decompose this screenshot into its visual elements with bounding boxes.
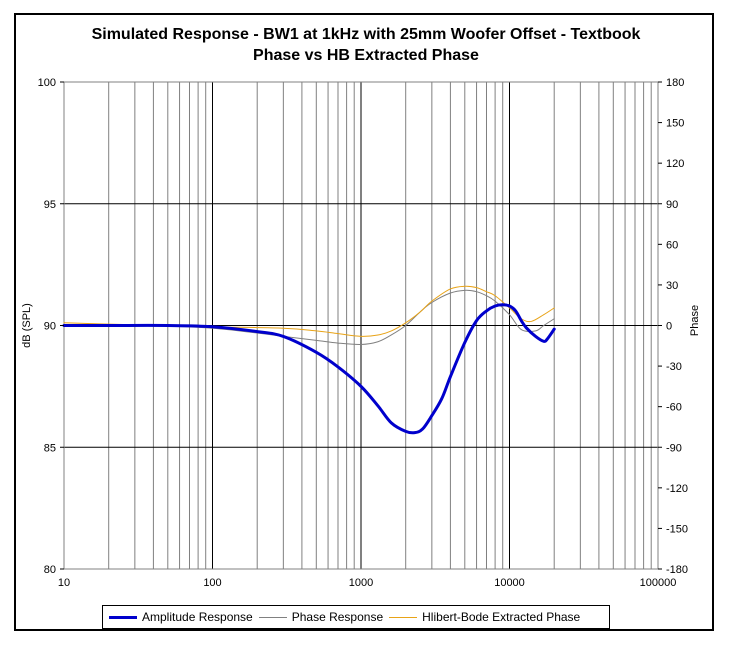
series-line-amplitude <box>62 303 556 435</box>
legend-label-hilbert: Hlibert-Bode Extracted Phase <box>422 610 581 624</box>
x-tick-label: 10 <box>58 577 70 589</box>
y-right-tick-label: 30 <box>666 280 678 292</box>
legend-item-amplitude: Amplitude Response <box>109 610 253 624</box>
legend: Amplitude Response Phase Response Hliber… <box>102 605 610 629</box>
legend-swatch-hilbert <box>389 616 418 618</box>
y-axis-label-left: dB (SPL) <box>21 303 33 348</box>
series-line-hilbert <box>63 285 555 337</box>
chart-frame: Simulated Response - BW1 at 1kHz with 25… <box>14 13 714 631</box>
y-right-tick-label: 60 <box>666 239 678 251</box>
y-left-tick-label: 100 <box>38 77 56 89</box>
y-right-tick-label: 90 <box>666 199 678 211</box>
y-left-tick-label: 80 <box>44 564 56 576</box>
chart-title-line-1: Simulated Response - BW1 at 1kHz with 25… <box>91 26 641 43</box>
x-tick-label: 10000 <box>494 577 525 589</box>
y-right-tick-label: -120 <box>666 483 688 495</box>
y-left-tick-label: 95 <box>44 199 56 211</box>
x-tick-label: 100000 <box>640 577 677 589</box>
chart-title: Simulated Response - BW1 at 1kHz with 25… <box>16 24 716 66</box>
legend-swatch-phase <box>258 616 287 618</box>
legend-swatch-amplitude <box>109 615 137 619</box>
chart-title-line-2: Phase vs HB Extracted Phase <box>253 47 479 64</box>
y-right-tick-label: 150 <box>666 118 684 130</box>
y-axis-label-right: Phase <box>689 305 701 336</box>
legend-label-phase: Phase Response <box>291 610 384 624</box>
y-right-tick-label: -90 <box>666 442 682 454</box>
x-tick-label: 1000 <box>349 577 373 589</box>
legend-item-hilbert: Hlibert-Bode Extracted Phase <box>389 610 580 624</box>
legend-item-phase: Phase Response <box>258 610 384 624</box>
y-right-tick-label: -60 <box>666 402 682 414</box>
legend-label-amplitude: Amplitude Response <box>142 610 253 624</box>
tick-labels: 10 100 1000 10000 100000 100 95 90 85 80 180 150 120… <box>38 77 688 589</box>
y-right-tick-label: -30 <box>666 361 682 373</box>
y-left-tick-label: 90 <box>44 321 56 333</box>
y-right-tick-label: 120 <box>666 158 684 170</box>
y-left-tick-label: 85 <box>44 442 56 454</box>
y-right-tick-label: -180 <box>666 564 688 576</box>
chart-plot: 10 100 1000 10000 100000 100 95 90 85 80 180 150 120… <box>21 77 701 589</box>
y-right-tick-label: -150 <box>666 523 688 535</box>
y-right-tick-label: 0 <box>666 321 672 333</box>
y-right-tick-label: 180 <box>666 77 684 89</box>
x-tick-label: 100 <box>203 577 221 589</box>
series-lines <box>62 285 556 435</box>
